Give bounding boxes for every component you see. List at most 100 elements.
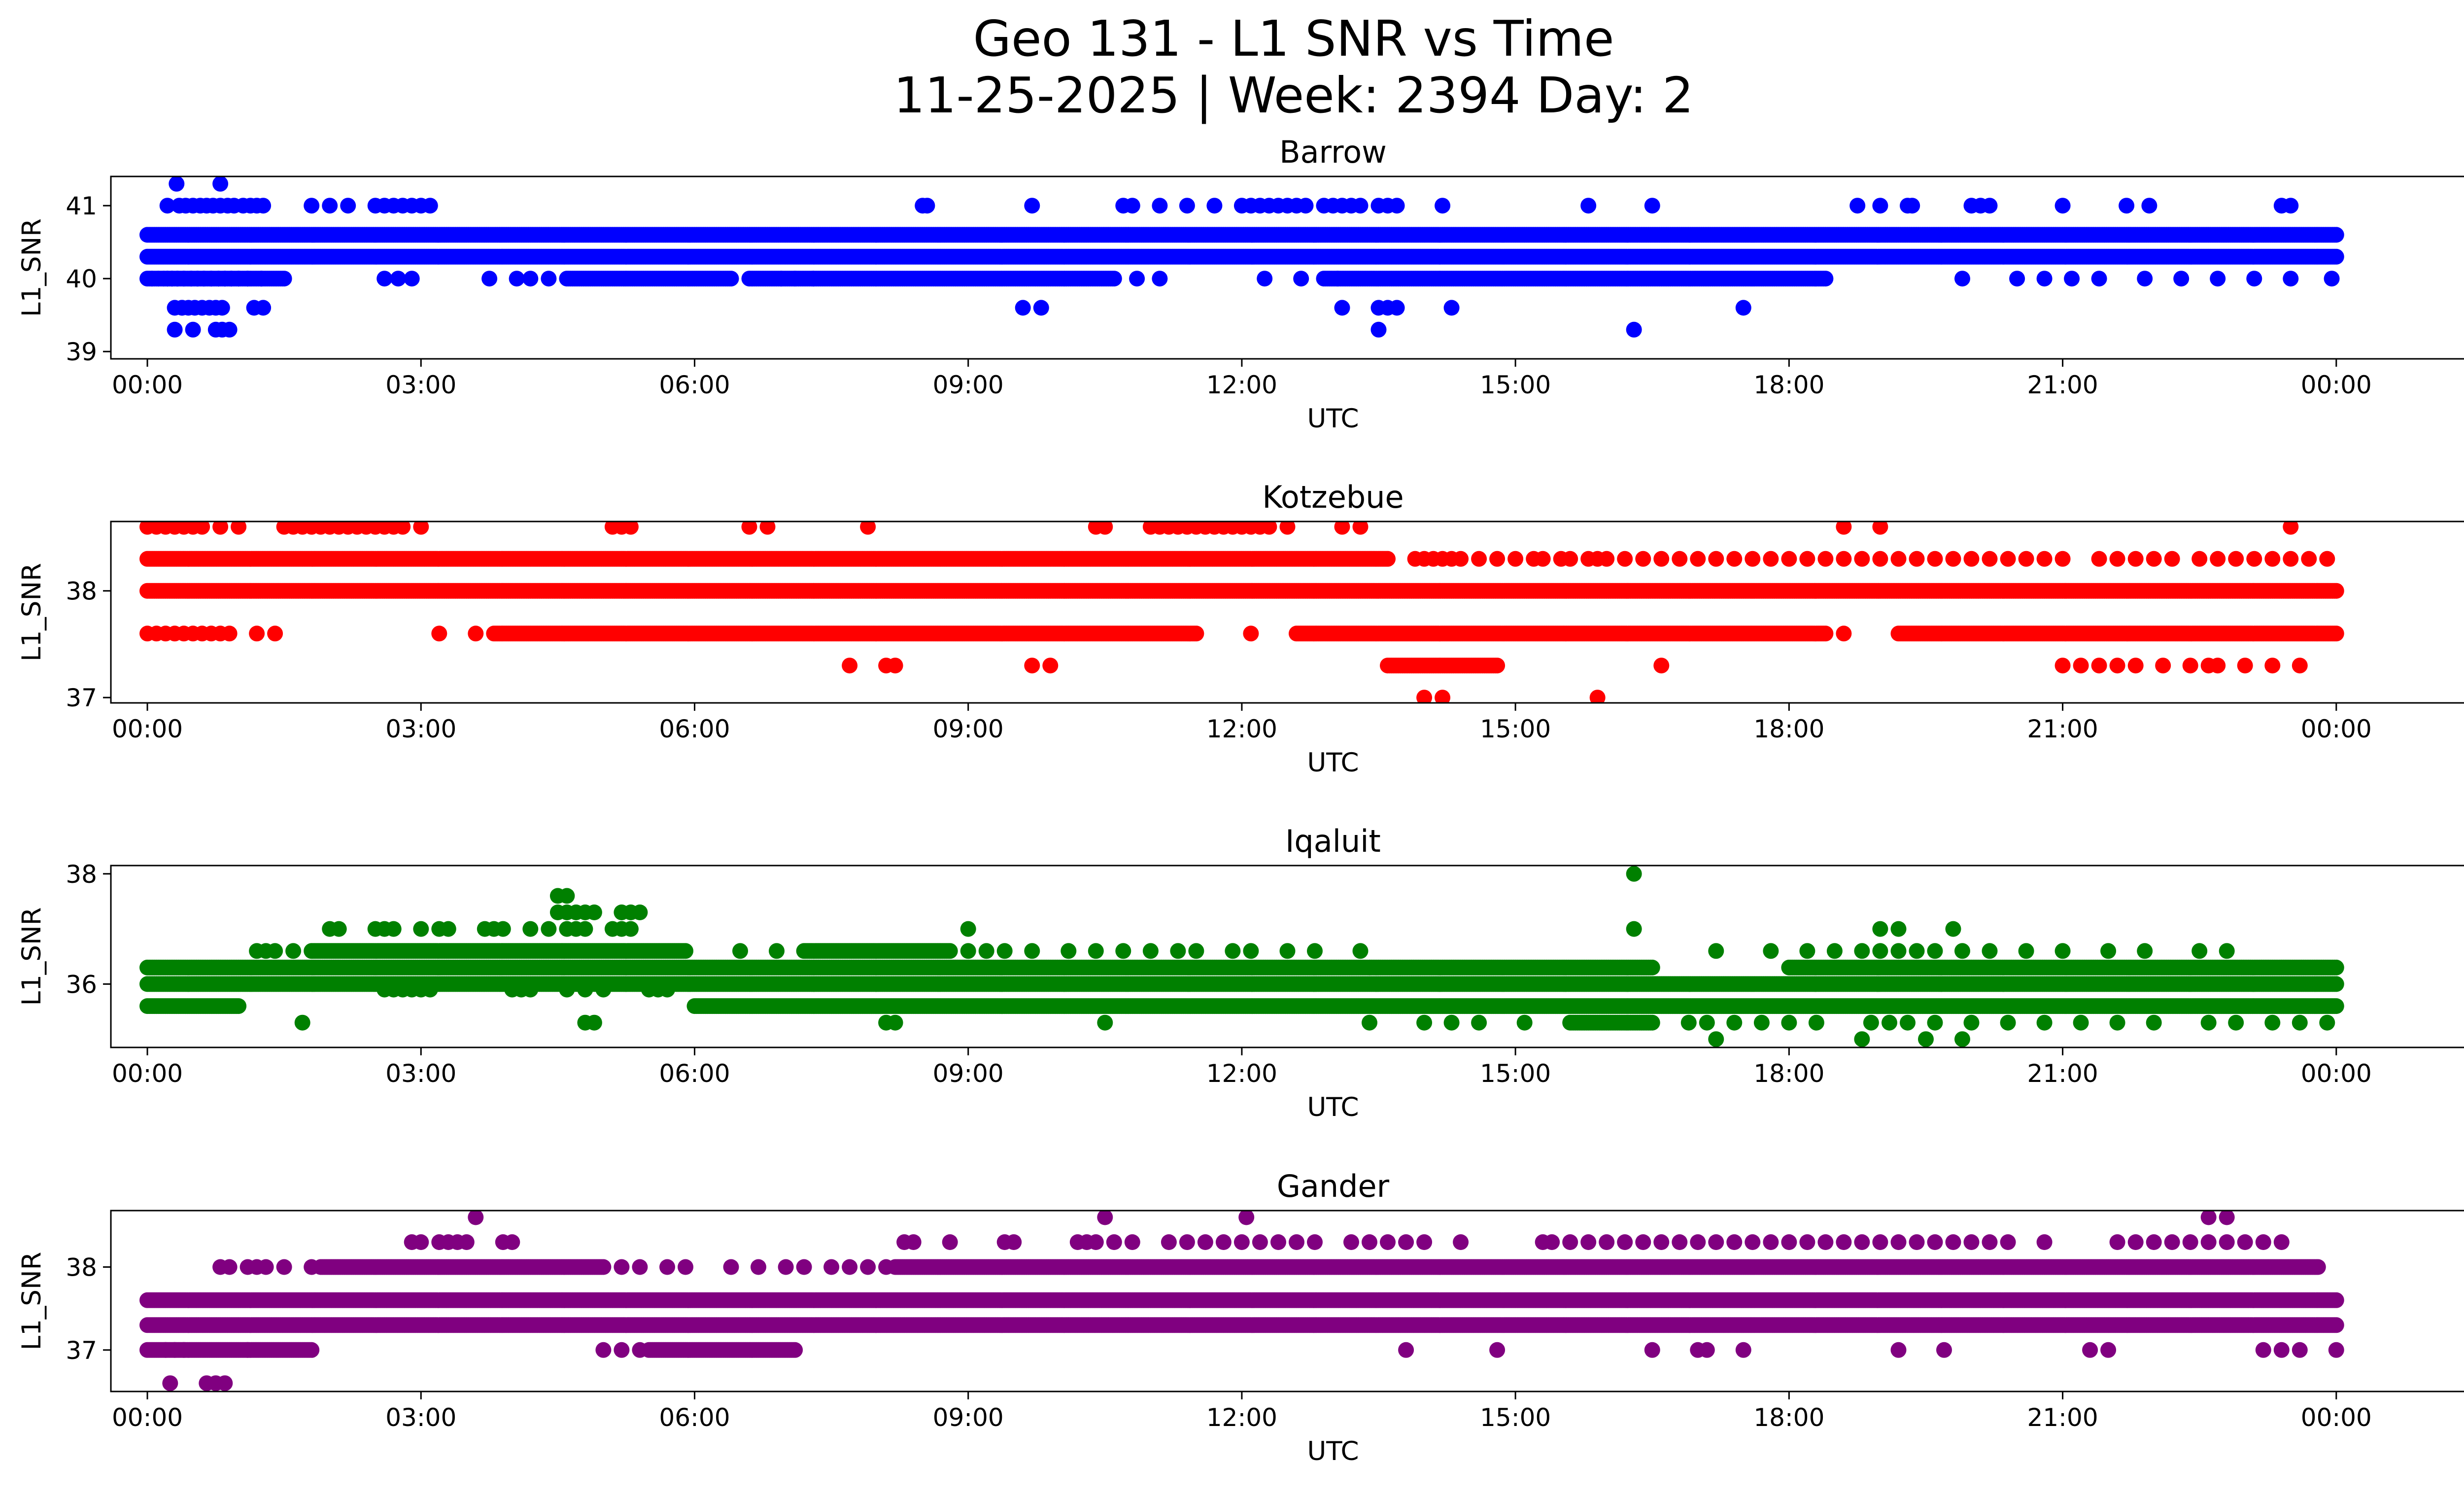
data-point — [1206, 198, 1223, 214]
data-point — [404, 271, 420, 287]
partial-band-kotzebue-38-3 — [139, 551, 1396, 567]
partial-band-barrow-40 — [559, 271, 739, 287]
data-point — [1152, 271, 1168, 287]
figure-title-line2: 11-25-2025 | Week: 2394 Day: 2 — [893, 67, 1693, 124]
data-layer-barrow — [139, 176, 2344, 338]
data-point — [481, 271, 498, 287]
band-point — [2328, 227, 2344, 243]
dense-band-barrow-40-6 — [139, 227, 2344, 243]
data-point — [212, 176, 229, 192]
data-point — [253, 271, 270, 287]
data-point — [509, 271, 525, 287]
panel-title-kotzebue: Kotzebue — [1262, 479, 1403, 515]
x-tick-label: 00:00 — [112, 371, 183, 399]
data-point — [174, 300, 190, 316]
data-point — [1904, 198, 1920, 214]
data-point — [773, 271, 789, 287]
data-point — [240, 271, 256, 287]
data-point — [376, 271, 393, 287]
x-tick-label: 00:00 — [2301, 371, 2372, 399]
data-point — [2246, 271, 2262, 287]
data-point — [1435, 198, 1451, 214]
x-tick-label: 15:00 — [1480, 371, 1551, 399]
outlier-points-barrow — [144, 176, 2340, 338]
data-point — [159, 198, 175, 214]
data-point — [1872, 198, 1888, 214]
data-point — [340, 198, 356, 214]
data-point — [255, 300, 272, 316]
data-point — [2009, 271, 2025, 287]
data-point — [1152, 198, 1168, 214]
panel-title-barrow: Barrow — [1279, 134, 1387, 170]
data-point — [1982, 198, 1998, 214]
band-point — [723, 271, 739, 287]
data-point — [2137, 271, 2153, 287]
band-point — [276, 271, 292, 287]
data-point — [1389, 300, 1405, 316]
data-point — [1129, 271, 1145, 287]
data-point — [1370, 321, 1387, 338]
data-point — [1580, 198, 1597, 214]
data-point — [1389, 198, 1405, 214]
data-point — [805, 271, 821, 287]
data-point — [1443, 300, 1460, 316]
data-point — [214, 300, 230, 316]
data-point — [2036, 271, 2053, 287]
data-point — [1179, 198, 1195, 214]
data-point — [1293, 271, 1309, 287]
data-point — [304, 198, 320, 214]
data-point — [390, 271, 406, 287]
data-point — [1352, 198, 1369, 214]
x-tick-label: 18:00 — [1753, 371, 1824, 399]
band-point — [2328, 583, 2344, 599]
x-tick-label: 12:00 — [1206, 371, 1277, 399]
x-tick-label: 03:00 — [385, 371, 456, 399]
data-point — [2054, 198, 2071, 214]
x-tick-label: 09:00 — [933, 371, 1004, 399]
data-point — [541, 271, 557, 287]
y-tick-label: 39 — [66, 338, 97, 366]
data-point — [1334, 300, 1350, 316]
data-point — [2210, 271, 2226, 287]
band-point — [1817, 271, 1834, 287]
data-point — [1015, 300, 1031, 316]
panel-barrow: Barrow 00:00 03:00 06:00 09:00 12:00 15:00 18:0… — [17, 134, 2464, 434]
data-point — [1124, 198, 1140, 214]
data-point — [1954, 271, 1970, 287]
data-point — [2119, 198, 2135, 214]
data-layer-kotzebue — [139, 522, 2344, 703]
data-point — [1330, 271, 1346, 287]
data-point — [787, 271, 803, 287]
data-point — [1735, 300, 1751, 316]
data-point — [2064, 271, 2080, 287]
data-point — [919, 198, 935, 214]
dense-band-barrow-40-3 — [139, 248, 2344, 265]
data-point — [1644, 198, 1660, 214]
data-point — [255, 198, 272, 214]
data-point — [2283, 271, 2299, 287]
y-tick-label: 41 — [66, 192, 97, 220]
band-point — [1106, 271, 1122, 287]
axes-frame-barrow — [110, 175, 2464, 360]
data-point — [422, 198, 438, 214]
x-axis-label-barrow: UTC — [1307, 404, 1359, 434]
y-tick-label: 40 — [66, 265, 97, 293]
data-point — [185, 321, 201, 338]
data-point — [221, 321, 238, 338]
data-point — [167, 321, 183, 338]
data-point — [1257, 271, 1273, 287]
x-tick-label: 06:00 — [659, 371, 730, 399]
data-point — [2141, 198, 2157, 214]
data-point — [322, 198, 338, 214]
y-axis-label-barrow: L1_SNR — [17, 218, 47, 317]
data-point — [1033, 300, 1049, 316]
data-point — [2091, 271, 2107, 287]
data-point — [2283, 198, 2299, 214]
subplot-panels: Barrow 00:00 03:00 06:00 09:00 12:00 15:00 18:0… — [17, 134, 2464, 1466]
data-point — [522, 271, 539, 287]
data-point — [2324, 271, 2340, 287]
x-tick-label: 21:00 — [2027, 371, 2098, 399]
partial-band-barrow-40 — [1316, 271, 1834, 287]
